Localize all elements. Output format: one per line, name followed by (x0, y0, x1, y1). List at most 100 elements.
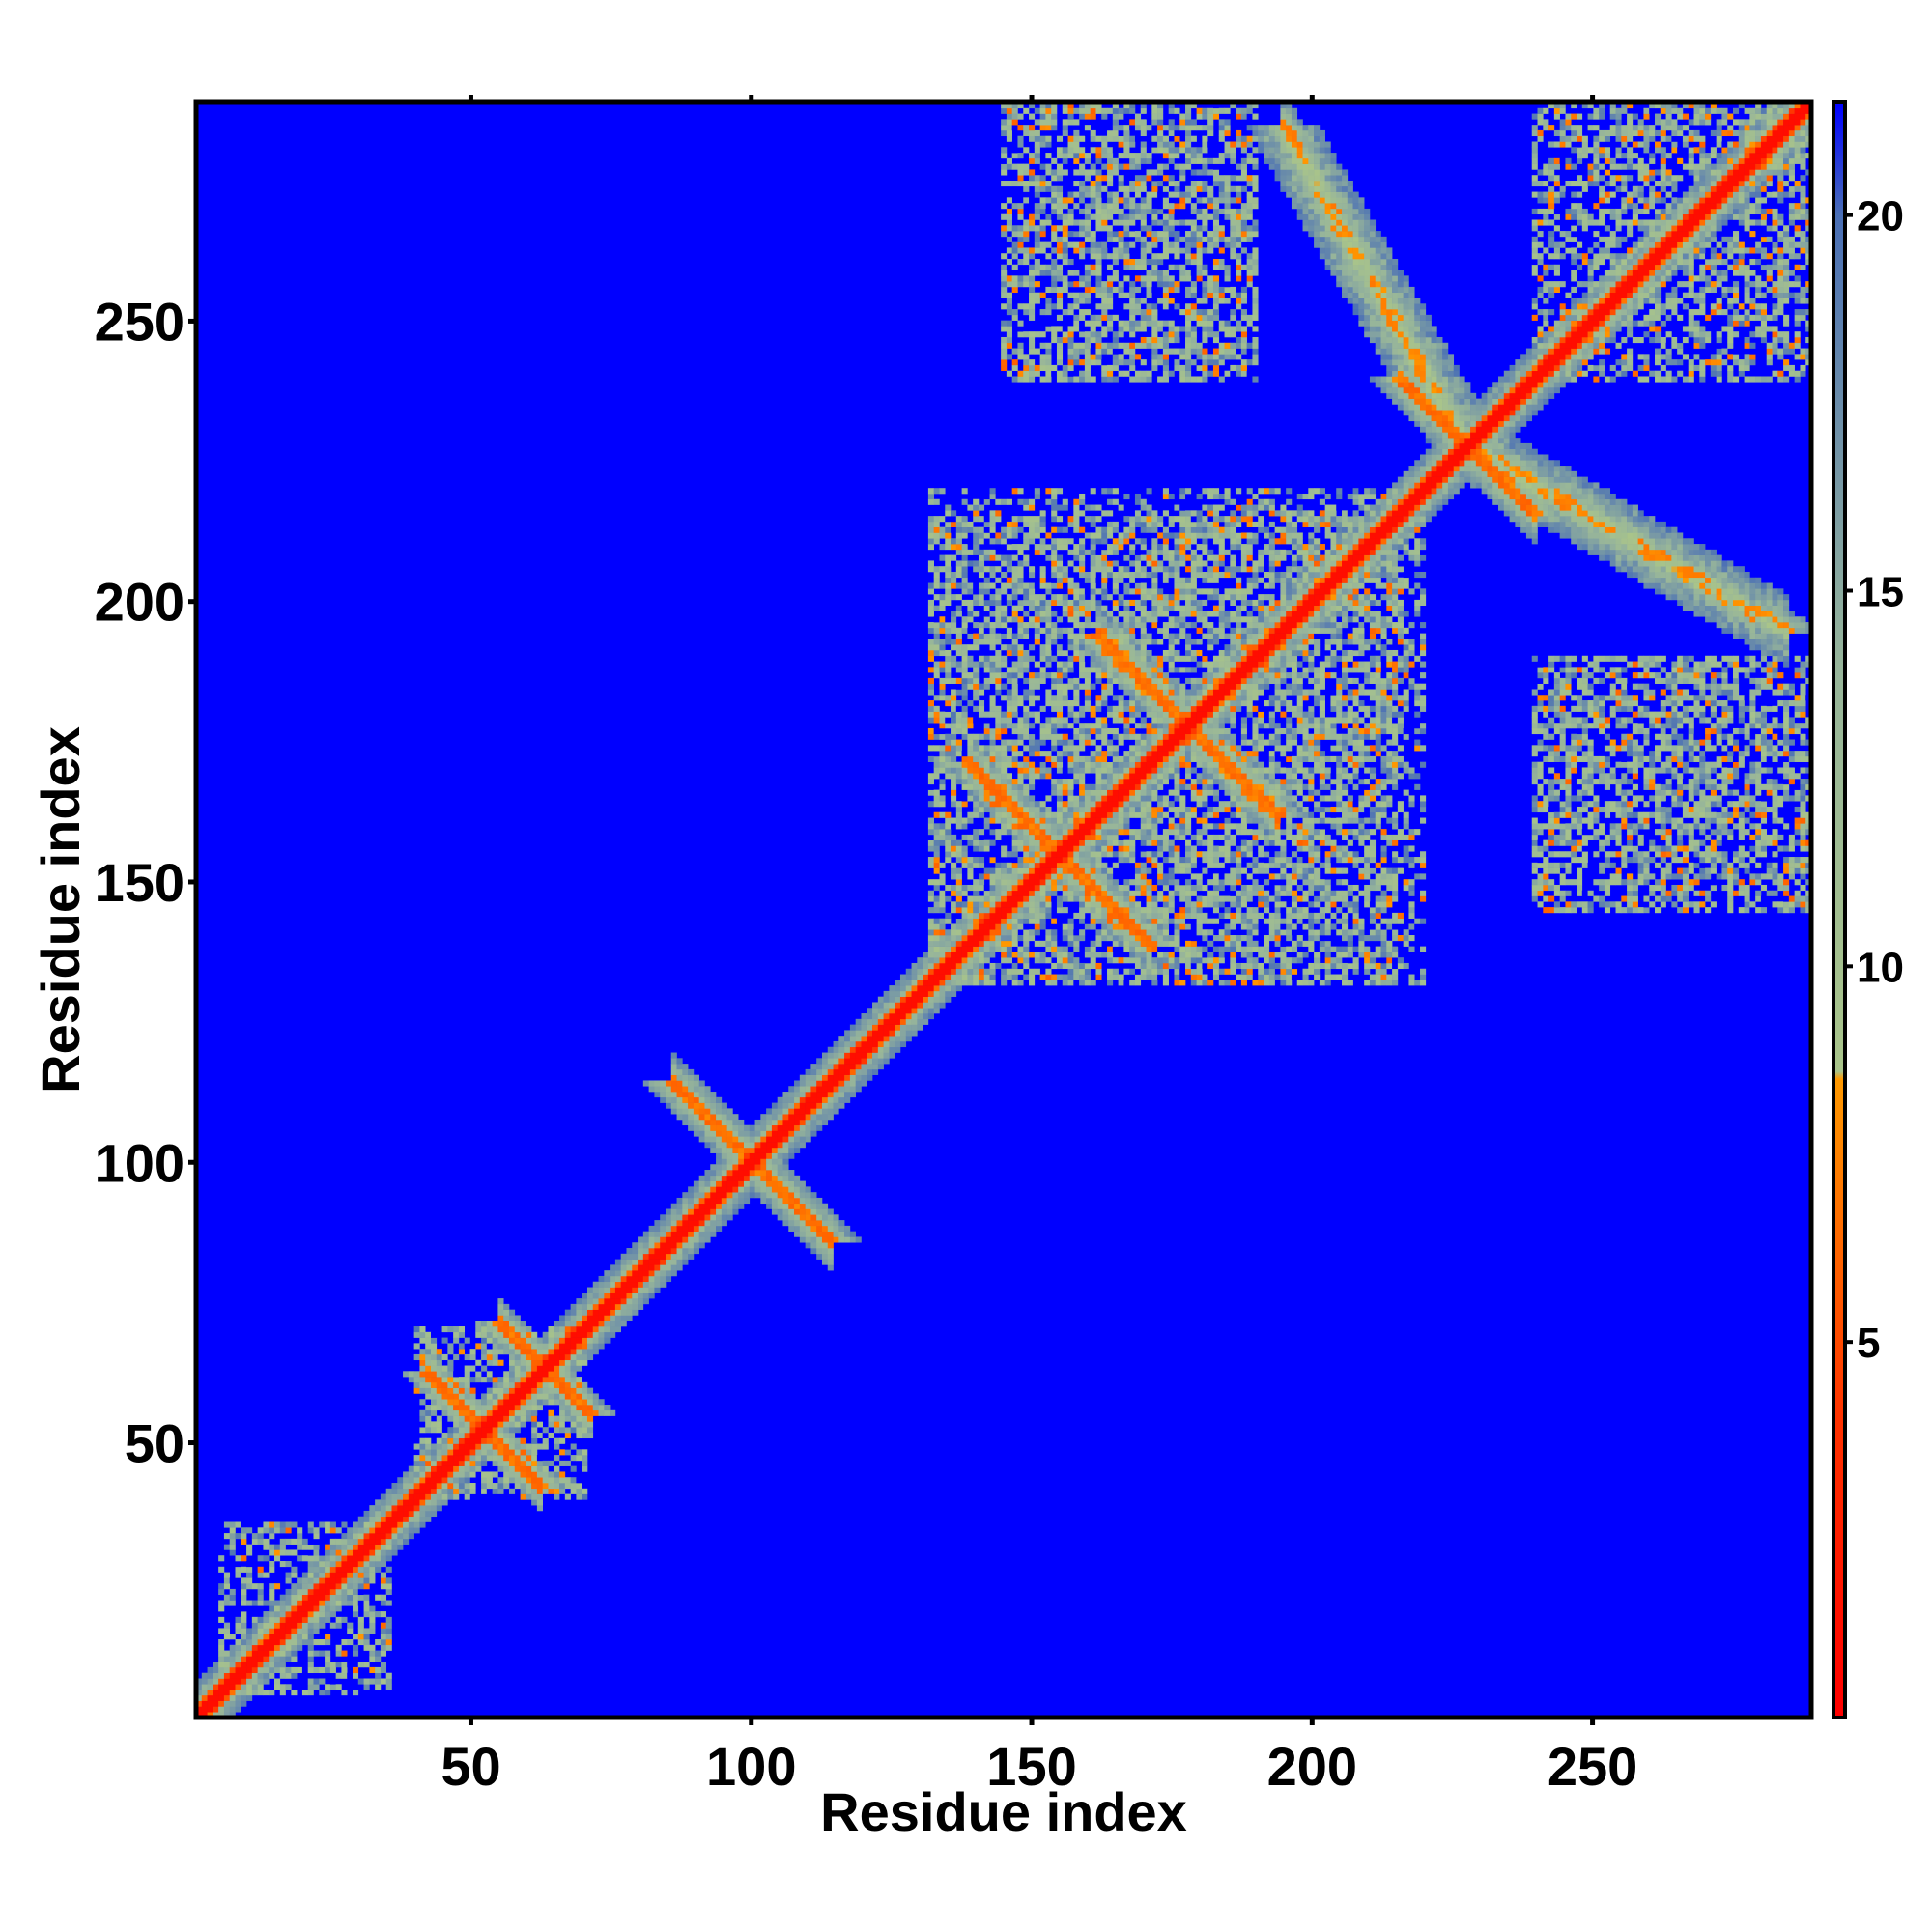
heatmap-cell (559, 1437, 566, 1444)
heatmap-cell (1039, 806, 1046, 813)
heatmap-cell (492, 1353, 498, 1361)
heatmap-cell (1006, 331, 1012, 338)
heatmap-cell (1023, 689, 1030, 696)
heatmap-cell (531, 1365, 538, 1372)
heatmap-cell (989, 895, 996, 902)
heatmap-cell (481, 1477, 488, 1484)
heatmap-cell (1023, 107, 1030, 114)
heatmap-cell (1062, 498, 1068, 505)
heatmap-cell (726, 1158, 733, 1165)
heatmap-cell (933, 661, 940, 668)
heatmap-cell (408, 1488, 414, 1494)
heatmap-cell (951, 779, 957, 785)
heatmap-cell (592, 1349, 599, 1355)
heatmap-cell (1062, 823, 1068, 830)
heatmap-cell (441, 1337, 448, 1344)
heatmap-cell (279, 1650, 286, 1657)
heatmap-cell (939, 890, 946, 896)
heatmap-cell (570, 1477, 577, 1484)
heatmap-cell (1001, 829, 1008, 836)
heatmap-cell (251, 1561, 258, 1568)
heatmap-cell (419, 1349, 426, 1355)
heatmap-cell (861, 1030, 867, 1037)
heatmap-cell (945, 700, 952, 707)
heatmap-cell (665, 1220, 672, 1227)
heatmap-cell (1011, 119, 1018, 126)
heatmap-cell (1023, 331, 1030, 338)
heatmap-cell (469, 1483, 476, 1490)
heatmap-cell (760, 1175, 767, 1181)
heatmap-cell (1001, 862, 1008, 868)
heatmap-cell (492, 1437, 498, 1444)
heatmap-cell (743, 1130, 751, 1137)
heatmap-cell (945, 733, 952, 740)
heatmap-cell (844, 1030, 851, 1037)
heatmap-cell (872, 1024, 879, 1031)
heatmap-cell (1017, 968, 1024, 975)
heatmap-cell (989, 538, 996, 545)
heatmap-cell (771, 1147, 778, 1153)
heatmap-cell (889, 1046, 895, 1053)
heatmap-cell (939, 566, 946, 573)
heatmap-cell (973, 773, 980, 780)
heatmap-cell (1006, 884, 1012, 892)
heatmap-cell (1011, 667, 1018, 673)
heatmap-cell (1034, 857, 1040, 864)
heatmap-cell (995, 717, 1002, 724)
heatmap-cell (1017, 281, 1024, 288)
heatmap-cell (291, 1588, 298, 1596)
heatmap-cell (548, 1483, 554, 1490)
heatmap-cell (955, 532, 962, 539)
heatmap-cell (1062, 258, 1068, 266)
heatmap-cell (263, 1544, 270, 1550)
heatmap-cell (989, 980, 996, 986)
heatmap-cell (632, 1298, 639, 1305)
heatmap-cell (436, 1405, 442, 1411)
heatmap-cell (983, 521, 990, 527)
heatmap-cell (726, 1180, 733, 1187)
heatmap-cell (475, 1371, 482, 1378)
heatmap-cell (380, 1644, 387, 1651)
heatmap-cell (218, 1656, 225, 1662)
heatmap-cell (895, 1040, 901, 1048)
heatmap-cell (1073, 616, 1080, 623)
heatmap-cell (1001, 125, 1008, 131)
heatmap-cell (263, 1521, 270, 1528)
heatmap-cell (536, 1365, 543, 1372)
heatmap-cell (883, 1046, 890, 1053)
heatmap-cell (670, 1236, 677, 1243)
heatmap-cell (196, 1700, 203, 1707)
heatmap-cell (638, 1248, 644, 1255)
heatmap-cell (961, 795, 968, 802)
heatmap-cell (1056, 901, 1064, 908)
heatmap-cell (263, 1616, 270, 1623)
heatmap-cell (732, 1158, 739, 1165)
heatmap-cell (782, 1119, 789, 1126)
heatmap-cell (201, 1672, 208, 1679)
heatmap-cell (1034, 957, 1040, 964)
heatmap-cell (1045, 867, 1052, 874)
heatmap-cell (436, 1359, 442, 1366)
heatmap-cell (307, 1666, 314, 1674)
heatmap-cell (1039, 175, 1046, 182)
heatmap-cell (844, 1092, 851, 1098)
heatmap-cell (1039, 649, 1046, 657)
heatmap-cell (291, 1605, 298, 1612)
heatmap-cell (497, 1488, 504, 1494)
heatmap-cell (939, 968, 946, 975)
heatmap-cell (1067, 521, 1074, 527)
heatmap-cell (363, 1544, 370, 1550)
heatmap-cell (548, 1359, 554, 1366)
heatmap-cell (1045, 599, 1052, 606)
heatmap-cell (810, 1124, 817, 1131)
heatmap-cell (945, 890, 952, 896)
heatmap-cell (531, 1465, 538, 1472)
heatmap-cell (1023, 197, 1030, 204)
heatmap-cell (335, 1572, 342, 1578)
heatmap-cell (385, 1616, 392, 1623)
heatmap-cell (1006, 957, 1012, 964)
heatmap-cell (1001, 761, 1008, 768)
heatmap-cell (1001, 918, 1008, 924)
heatmap-cell (570, 1405, 577, 1411)
heatmap-cell (520, 1471, 526, 1478)
